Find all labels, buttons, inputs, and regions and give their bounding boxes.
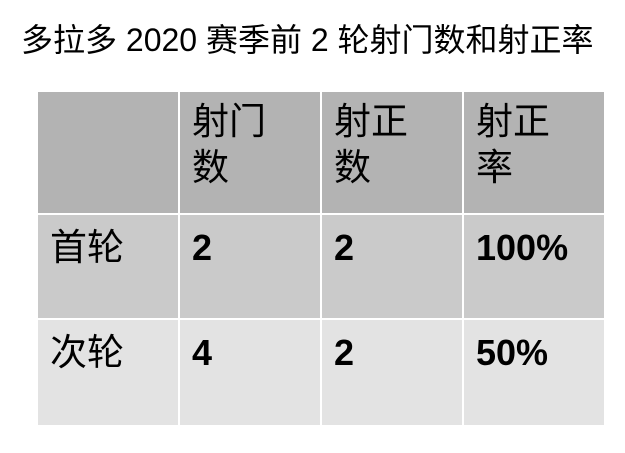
col-header-shots: 射门数 — [180, 92, 320, 213]
row2-accuracy-value: 50% — [464, 320, 604, 425]
col-header-on-target: 射正数 — [322, 92, 462, 213]
page-title: 多拉多 2020 赛季前 2 轮射门数和射正率 — [21, 22, 594, 58]
row1-label: 首轮 — [38, 215, 178, 318]
header-row: 射门数 射正数 射正率 — [38, 92, 604, 213]
table-row-round2: 次轮 4 2 50% — [38, 320, 604, 425]
row2-label: 次轮 — [38, 320, 178, 425]
table-row-round1: 首轮 2 2 100% — [38, 215, 604, 318]
col-header-accuracy: 射正率 — [464, 92, 604, 213]
row1-on-target-value: 2 — [322, 215, 462, 318]
row1-accuracy-value: 100% — [464, 215, 604, 318]
col-header-shots-label: 射门数 — [192, 101, 266, 189]
corner-cell — [38, 92, 178, 213]
col-header-on-target-label: 射正数 — [334, 101, 408, 189]
row2-shots-value: 4 — [180, 320, 320, 425]
col-header-accuracy-label: 射正率 — [476, 101, 550, 189]
row2-on-target-value: 2 — [322, 320, 462, 425]
row1-shots-value: 2 — [180, 215, 320, 318]
stats-table: 射门数 射正数 射正率 首轮 2 2 100% 次轮 4 2 50% — [36, 90, 606, 427]
